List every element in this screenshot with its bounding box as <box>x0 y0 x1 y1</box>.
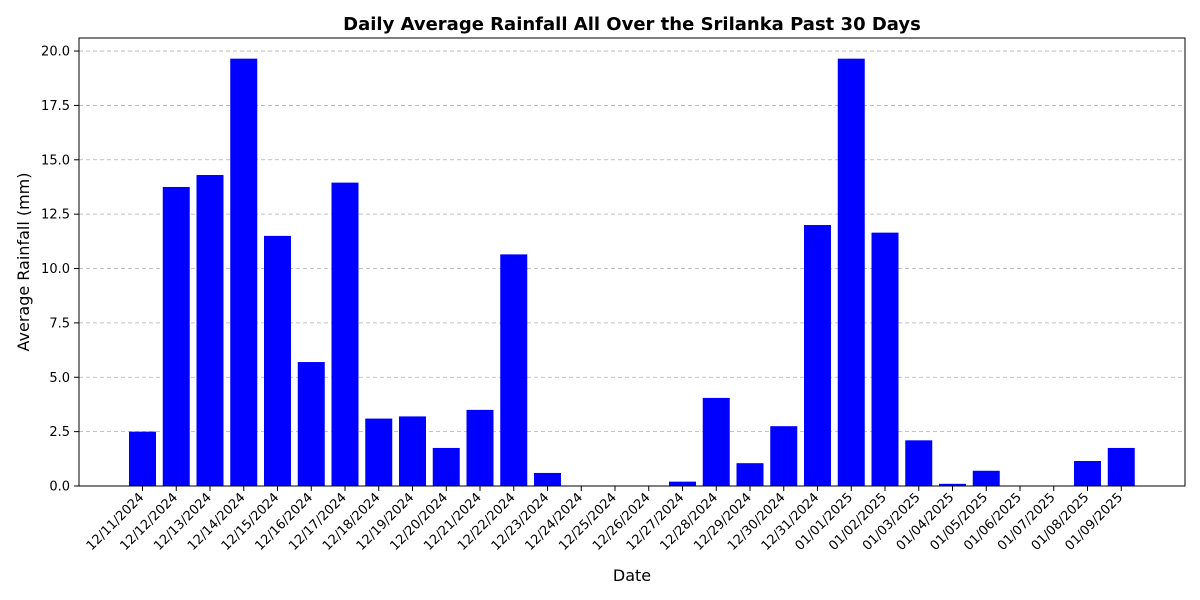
y-tick-label: 0.0 <box>49 480 70 495</box>
bar <box>432 447 460 486</box>
y-axis-ticks: 0.0 2.5 5.0 7.5 10.0 12.5 15.0 17.5 20.0 <box>41 45 79 495</box>
chart-title: Daily Average Rainfall All Over the Sril… <box>343 14 921 35</box>
bar <box>534 472 561 486</box>
bar <box>905 440 933 486</box>
y-tick-label: 20.0 <box>41 45 70 60</box>
bar <box>939 483 966 486</box>
y-tick-label: 17.5 <box>41 99 70 114</box>
y-tick-label: 7.5 <box>49 316 70 331</box>
x-axis-ticks: 12/11/202412/12/202412/13/202412/14/2024… <box>84 486 1126 554</box>
grid-lines <box>79 50 1185 487</box>
bar <box>129 431 156 486</box>
bar <box>702 397 730 486</box>
bar <box>736 463 764 486</box>
bar <box>1074 460 1101 486</box>
bar <box>804 225 831 487</box>
y-tick-label: 2.5 <box>49 425 70 440</box>
y-tick-label: 5.0 <box>49 371 70 386</box>
bar <box>230 58 258 487</box>
bar <box>669 481 696 486</box>
bar <box>466 409 494 486</box>
bar <box>837 58 865 487</box>
bar <box>297 362 325 486</box>
x-axis-label: Date <box>613 566 651 585</box>
bar <box>770 426 798 486</box>
y-axis-label: Average Rainfall (mm) <box>14 172 33 351</box>
bar <box>365 418 393 486</box>
bar <box>871 232 899 486</box>
bar <box>264 235 291 486</box>
y-tick-label: 12.5 <box>41 208 70 223</box>
bars <box>129 58 1135 487</box>
bar <box>331 182 359 487</box>
bar <box>1107 447 1135 486</box>
bar <box>972 470 1000 486</box>
bar <box>196 175 224 486</box>
bar <box>500 254 528 486</box>
y-tick-label: 15.0 <box>41 153 70 168</box>
bar <box>162 186 190 486</box>
plot-frame <box>78 37 1186 487</box>
bar <box>399 416 426 486</box>
y-tick-label: 10.0 <box>41 262 70 277</box>
